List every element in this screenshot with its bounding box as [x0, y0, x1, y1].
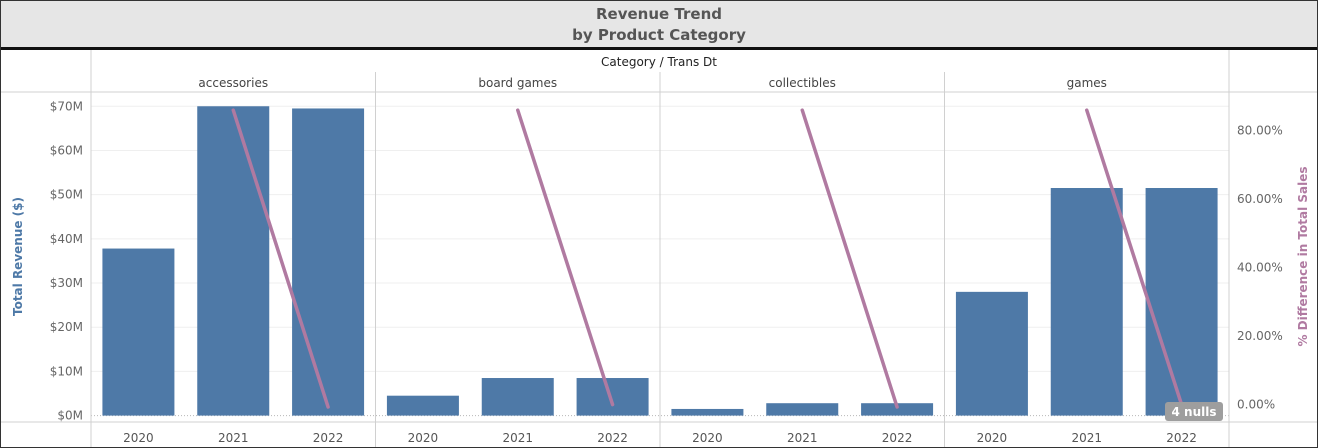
header-label: Category / Trans Dt: [601, 55, 717, 69]
left-tick-label: $50M: [50, 188, 83, 202]
left-axis-title: Total Revenue ($): [11, 197, 25, 316]
pct-line-accessories: [231, 108, 330, 409]
pane-dividers: [1, 50, 1317, 447]
pane-label: accessories: [198, 76, 268, 90]
left-tick-label: $0M: [57, 409, 83, 423]
right-axis-title: % Difference in Total Sales: [1296, 166, 1310, 346]
right-tick-label: 20.00%: [1237, 329, 1283, 343]
pane-label: board games: [478, 76, 557, 90]
pct-line-collectibles: [800, 108, 899, 409]
pane-label: games: [1067, 76, 1107, 90]
labels: $0M $10M $20M $30M $40M $50M $60M $70M 0.00% 20.0…: [11, 76, 1310, 445]
right-tick-label: 60.00%: [1237, 192, 1283, 206]
chart-svg: $0M $10M $20M $30M $40M $50M $60M $70M 0.00% 20.0…: [1, 50, 1317, 447]
x-tick-label: 2022: [597, 431, 628, 445]
pane-label: collectibles: [769, 76, 836, 90]
x-tick-label: 2020: [692, 431, 723, 445]
bar-collectibles-2020: [671, 408, 744, 416]
bar-accessories-2022: [292, 108, 365, 416]
bar-collectibles-2021: [766, 403, 839, 416]
x-tick-label: 2021: [218, 431, 249, 445]
bar-accessories-2021: [197, 106, 270, 416]
title-band: Revenue Trend by Product Category: [1, 1, 1317, 50]
x-tick-label: 2020: [977, 431, 1008, 445]
bar-games-2021: [1050, 188, 1123, 416]
x-tick-label: 2022: [313, 431, 344, 445]
pct-line-board-games: [516, 108, 615, 407]
left-tick-label: $60M: [50, 143, 83, 157]
bar-board-games-2020: [386, 395, 459, 416]
bar-games-2022: [1145, 188, 1218, 416]
bar-games-2020: [955, 291, 1028, 416]
right-tick-label: 80.00%: [1237, 124, 1283, 138]
x-tick-label: 2022: [882, 431, 913, 445]
null-badge-box[interactable]: [1165, 402, 1223, 421]
pct-line-games: [1085, 108, 1184, 407]
right-tick-label: 0.00%: [1237, 398, 1275, 412]
null-badge-text[interactable]: 4 nulls: [1172, 405, 1217, 419]
right-tick-label: 40.00%: [1237, 261, 1283, 275]
bar-board-games-2021: [481, 378, 554, 416]
bar-accessories-2020: [102, 248, 175, 416]
bar-board-games-2022: [576, 378, 649, 416]
bars: [102, 106, 1218, 416]
left-tick-label: $70M: [50, 99, 83, 113]
bar-collectibles-2022: [861, 403, 934, 416]
left-tick-label: $30M: [50, 276, 83, 290]
chart-title: Revenue Trend: [596, 5, 722, 23]
x-tick-label: 2021: [787, 431, 818, 445]
x-tick-label: 2021: [502, 431, 533, 445]
left-tick-label: $10M: [50, 364, 83, 378]
left-tick-label: $40M: [50, 232, 83, 246]
pct-lines: [231, 108, 1184, 409]
x-tick-label: 2021: [1071, 431, 1102, 445]
x-tick-label: 2020: [123, 431, 154, 445]
chart-subtitle: by Product Category: [572, 26, 746, 44]
left-tick-label: $20M: [50, 320, 83, 334]
x-tick-label: 2022: [1166, 431, 1197, 445]
null-badge[interactable]: 4 nulls: [1165, 402, 1223, 421]
x-tick-label: 2020: [408, 431, 439, 445]
